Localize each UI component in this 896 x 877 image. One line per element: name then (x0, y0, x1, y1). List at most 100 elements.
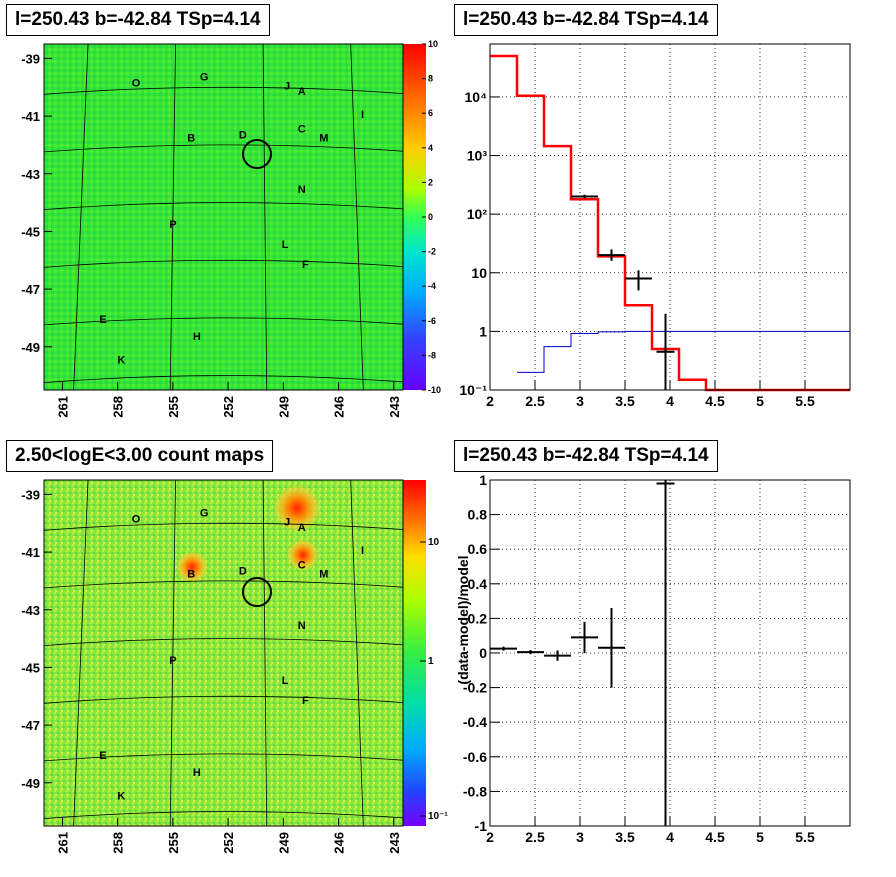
x-tick-label: 255 (166, 832, 181, 854)
map-frame (43, 479, 404, 827)
y-tick-label: 0.4 (468, 576, 488, 592)
spectrum-panel: 2 2.5 3 3.5 4 4.5 5 5.5 10⁴ 10³ 10² 10 1 10⁻¹ l=250.4… (448, 0, 896, 436)
colorbar-tick-label: 1 (428, 656, 434, 667)
y-tick-label: 1 (479, 323, 487, 339)
source-label-e: E (99, 314, 106, 326)
y-tick-label: 10 (471, 265, 487, 281)
source-label-h: H (193, 331, 201, 343)
graticule-parallel (43, 375, 404, 383)
plot-frame-border (489, 479, 851, 827)
source-label-b: B (187, 132, 195, 144)
count-map: O G J A I B D C M N P L F E H K 10 1 10⁻¹ 261 258 255 252 249… (21, 479, 448, 854)
colorbar (403, 44, 426, 390)
source-label-g: G (200, 508, 209, 520)
source-label-d: D (239, 129, 247, 141)
x-tick-label: 261 (55, 396, 70, 418)
colorbar-tick-label: -8 (428, 350, 436, 360)
x-tick-label: 252 (221, 832, 236, 854)
background-model-line (517, 330, 850, 373)
colorbar-tick-label: 10 (428, 537, 440, 548)
y-tick-label: -41 (21, 545, 40, 560)
x-tick-label: 2 (486, 829, 494, 845)
graticule-meridian (169, 43, 176, 391)
x-tick-label: 258 (111, 832, 126, 854)
source-label-f: F (302, 259, 309, 271)
y-tick-label: -49 (21, 776, 40, 791)
graticule-parallel (43, 695, 404, 704)
x-tick-label: 4.5 (705, 829, 725, 845)
x-tick-label: 5.5 (795, 829, 815, 845)
graticule-meridian (73, 479, 89, 827)
source-label-l: L (282, 675, 289, 687)
y-tick-label: -45 (21, 660, 40, 675)
colorbar-tick-label: -10 (428, 385, 441, 395)
x-tick-label: 4 (666, 393, 674, 409)
colorbar-tick-label: 2 (428, 177, 433, 187)
y-tick-label: -0.4 (463, 714, 487, 730)
source-label-o: O (132, 513, 141, 525)
y-tick-label: 0.8 (468, 507, 488, 523)
roi-circle (242, 139, 272, 169)
y-tick-label: -39 (21, 487, 40, 502)
spectrum-plot: 2 2.5 3 3.5 4 4.5 5 5.5 10⁴ 10³ 10² 10 1 10⁻¹ (459, 43, 851, 409)
graticule-parallel (43, 202, 404, 210)
source-label-m: M (319, 568, 328, 580)
roi-circle (242, 577, 272, 607)
colorbar-tick-label: 10⁻¹ (428, 811, 448, 822)
x-tick-label: 252 (221, 396, 236, 418)
plot-frame-border (489, 43, 851, 391)
source-label-g: G (200, 72, 209, 84)
y-axis-label: (data-model)/model (455, 555, 471, 684)
y-tick-label: -39 (21, 51, 40, 66)
x-tick-label: 4.5 (705, 393, 725, 409)
source-label-d: D (239, 565, 247, 577)
source-glow-c (287, 539, 319, 571)
graticule-meridian (262, 43, 268, 391)
x-tick-label: 5 (756, 829, 764, 845)
source-label-j: J (284, 80, 290, 92)
source-label-n: N (298, 620, 306, 632)
y-tick-label: -47 (21, 282, 40, 297)
colorbar-tick-label: -2 (428, 247, 436, 257)
y-tick-label: -1 (475, 818, 488, 834)
source-label-b: B (187, 568, 195, 580)
colorbar-tick-label: 0 (428, 212, 433, 222)
x-tick-label: 5 (756, 393, 764, 409)
x-tick-label: 5.5 (795, 393, 815, 409)
colorbar-tick-label: 4 (428, 143, 433, 153)
source-label-a: A (298, 86, 306, 98)
graticule-parallel (43, 580, 404, 589)
source-label-c: C (298, 560, 306, 572)
x-tick-label: 2 (486, 393, 494, 409)
y-tick-label: 10³ (467, 148, 488, 164)
graticule-parallel (43, 638, 404, 646)
x-tick-label: 4 (666, 829, 674, 845)
y-tick-label: 0 (479, 645, 487, 661)
colorbar-tick-label: -4 (428, 281, 436, 291)
x-tick-label: 249 (276, 832, 291, 854)
panel-title: l=250.43 b=-42.84 TSp=4.14 (454, 4, 718, 36)
source-glow-b (176, 551, 208, 583)
colorbar (403, 480, 426, 826)
map-area (44, 44, 403, 390)
y-tick-label: -0.2 (463, 680, 487, 696)
source-label-k: K (117, 354, 125, 366)
panel-title: 2.50<logE<3.00 count maps (6, 440, 274, 472)
source-label-h: H (193, 767, 201, 779)
source-label-p: P (169, 219, 176, 231)
y-tick-label: 1 (479, 472, 487, 488)
source-label-n: N (298, 184, 306, 196)
graticule-parallel (43, 811, 404, 819)
y-tick-label: -47 (21, 718, 40, 733)
x-tick-label: 246 (332, 396, 347, 418)
residual-ratio-plot: 2 2.5 3 3.5 4 4.5 5 5.5 1 0.8 0.6 0.4 0.2 0 -0.2 -0.4 -0… (455, 472, 851, 845)
source-label-i: I (361, 545, 364, 557)
graticule-parallel (43, 259, 404, 268)
colorbar-tick-label: 8 (428, 74, 433, 84)
panel-title: l=250.43 b=-42.84 TSp=4.14 (6, 4, 270, 36)
x-tick-label: 2.5 (525, 829, 545, 845)
x-tick-label: 3 (576, 393, 584, 409)
source-label-j: J (284, 516, 290, 528)
y-tick-label: 10⁻¹ (459, 382, 487, 398)
y-tick-label: -43 (21, 603, 40, 618)
